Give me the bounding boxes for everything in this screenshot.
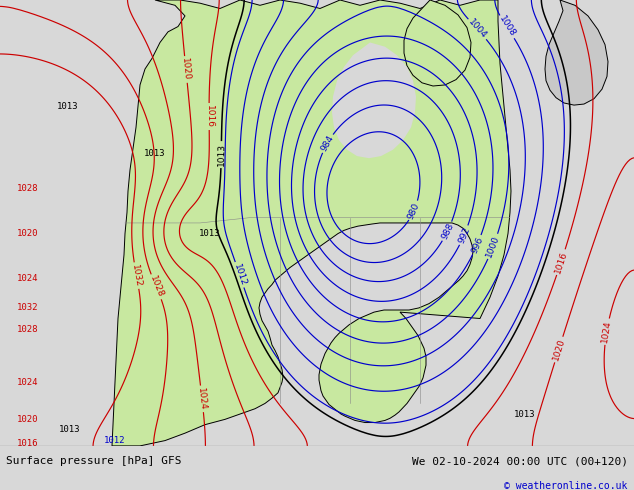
- Text: We 02-10-2024 00:00 UTC (00+120): We 02-10-2024 00:00 UTC (00+120): [411, 456, 628, 466]
- Text: 1024: 1024: [17, 273, 39, 283]
- Text: 1020: 1020: [551, 337, 567, 362]
- Text: 1013: 1013: [57, 101, 79, 111]
- Text: 1008: 1008: [497, 15, 517, 39]
- Text: 1016: 1016: [205, 105, 214, 128]
- Text: 1004: 1004: [467, 18, 488, 41]
- Text: 1032: 1032: [130, 264, 143, 288]
- Text: 1032: 1032: [17, 303, 39, 313]
- Text: 988: 988: [439, 221, 455, 241]
- Text: 1020: 1020: [180, 58, 191, 81]
- Text: 980: 980: [406, 201, 422, 220]
- Text: 1024: 1024: [197, 387, 208, 411]
- Text: 1016: 1016: [553, 250, 569, 274]
- Text: 992: 992: [456, 225, 472, 245]
- Text: 1012: 1012: [104, 436, 126, 445]
- Text: 1013: 1013: [145, 149, 165, 158]
- Text: Surface pressure [hPa] GFS: Surface pressure [hPa] GFS: [6, 456, 182, 466]
- Text: 1013: 1013: [199, 229, 221, 238]
- Text: 1016: 1016: [17, 439, 39, 448]
- Text: 1013: 1013: [514, 410, 536, 418]
- Text: 1012: 1012: [509, 447, 531, 456]
- Text: 1000: 1000: [485, 234, 501, 259]
- Text: 996: 996: [470, 235, 484, 255]
- Polygon shape: [332, 43, 416, 158]
- Text: 1013: 1013: [217, 143, 226, 166]
- Polygon shape: [545, 0, 608, 105]
- Polygon shape: [112, 0, 511, 446]
- Text: 1020: 1020: [17, 229, 39, 238]
- Text: 1013: 1013: [59, 425, 81, 435]
- Text: 1028: 1028: [17, 184, 39, 194]
- Text: 1020: 1020: [17, 415, 39, 424]
- Text: © weatheronline.co.uk: © weatheronline.co.uk: [504, 481, 628, 490]
- Polygon shape: [404, 0, 471, 86]
- Text: 1024: 1024: [17, 378, 39, 387]
- Text: 1028: 1028: [148, 274, 165, 299]
- Text: 1028: 1028: [17, 324, 39, 334]
- Text: 1024: 1024: [600, 319, 613, 343]
- Text: 984: 984: [319, 134, 335, 153]
- Text: 1012: 1012: [231, 263, 247, 287]
